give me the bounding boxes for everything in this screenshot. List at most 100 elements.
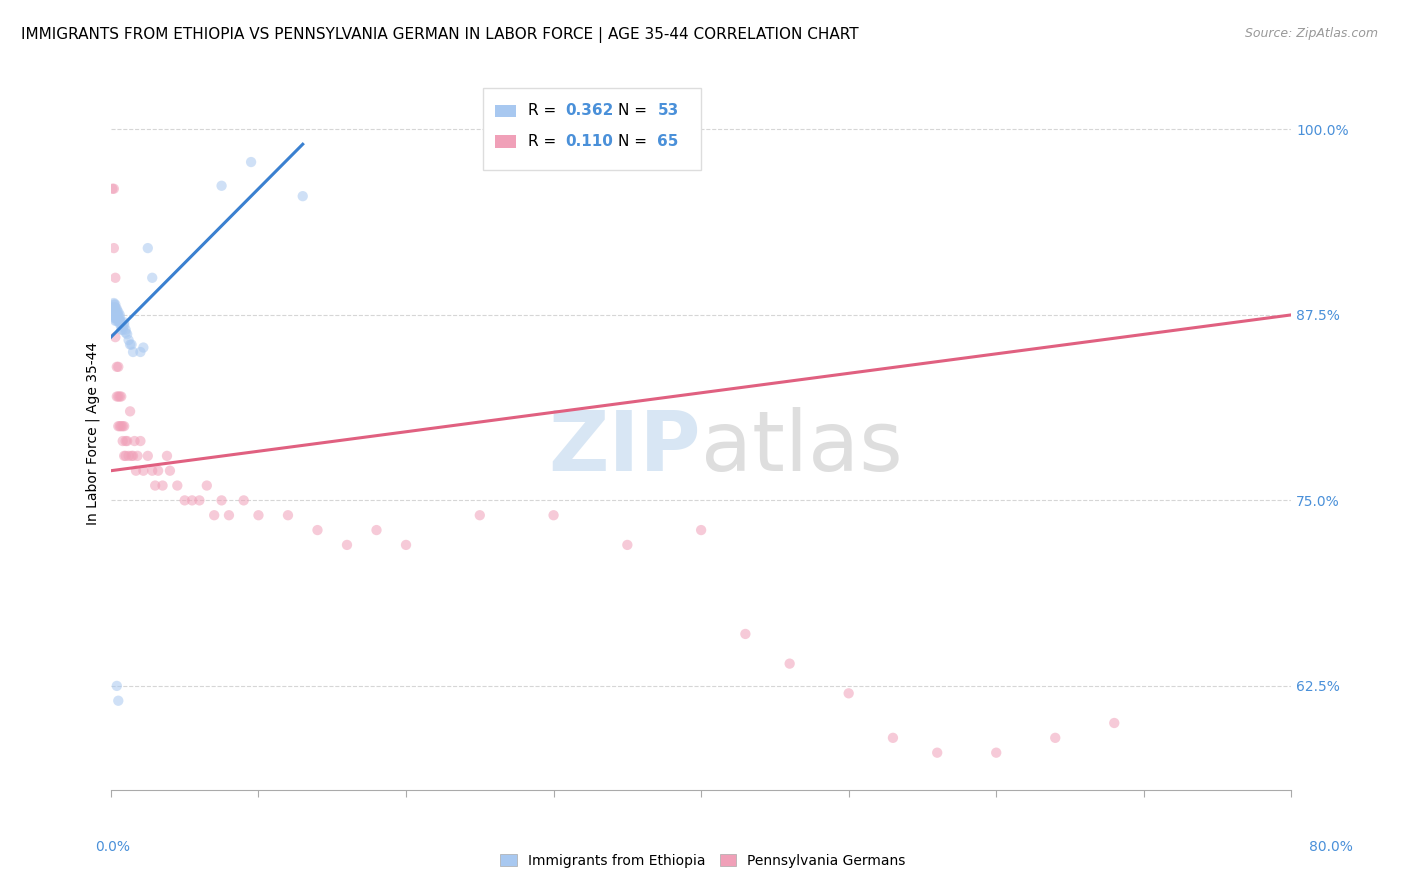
Point bbox=[195, 478, 218, 492]
Point bbox=[104, 301, 127, 315]
Point bbox=[277, 508, 299, 523]
Point bbox=[927, 746, 949, 760]
Text: 0.362: 0.362 bbox=[565, 103, 614, 119]
Point bbox=[105, 359, 128, 374]
Point bbox=[104, 330, 127, 344]
Point bbox=[117, 449, 139, 463]
Point bbox=[110, 419, 132, 434]
Point bbox=[108, 419, 131, 434]
Point bbox=[103, 182, 125, 196]
Point bbox=[124, 434, 146, 448]
Point bbox=[110, 315, 132, 329]
Point bbox=[115, 327, 138, 342]
Point bbox=[734, 627, 756, 641]
Point bbox=[121, 449, 143, 463]
Point bbox=[105, 301, 128, 316]
Point bbox=[188, 493, 211, 508]
Point bbox=[143, 478, 166, 492]
Point bbox=[105, 308, 128, 322]
Point bbox=[104, 310, 127, 325]
FancyBboxPatch shape bbox=[495, 104, 516, 118]
Point bbox=[159, 464, 181, 478]
Point bbox=[104, 297, 127, 311]
Point bbox=[107, 310, 129, 325]
Text: N =: N = bbox=[619, 103, 652, 119]
Point bbox=[129, 345, 152, 359]
Point bbox=[1104, 716, 1126, 731]
Point bbox=[127, 449, 149, 463]
Point bbox=[105, 390, 128, 404]
Point bbox=[103, 297, 125, 311]
Point bbox=[107, 305, 129, 319]
Point bbox=[104, 301, 127, 315]
Point bbox=[120, 337, 142, 351]
Text: R =: R = bbox=[527, 134, 561, 149]
Point bbox=[122, 345, 145, 359]
Point bbox=[104, 308, 127, 322]
Point bbox=[111, 419, 134, 434]
Text: IMMIGRANTS FROM ETHIOPIA VS PENNSYLVANIA GERMAN IN LABOR FORCE | AGE 35-44 CORRE: IMMIGRANTS FROM ETHIOPIA VS PENNSYLVANIA… bbox=[21, 27, 859, 43]
Point bbox=[468, 508, 491, 523]
Point bbox=[117, 333, 139, 347]
Point bbox=[104, 303, 127, 318]
Point bbox=[107, 359, 129, 374]
Point bbox=[108, 317, 131, 331]
Point bbox=[103, 303, 125, 318]
Point bbox=[136, 241, 159, 255]
Point bbox=[107, 390, 129, 404]
Point bbox=[112, 419, 135, 434]
Point bbox=[986, 746, 1008, 760]
Point bbox=[105, 679, 128, 693]
Point bbox=[232, 493, 254, 508]
Point bbox=[110, 390, 132, 404]
Text: 0.110: 0.110 bbox=[565, 134, 613, 149]
Point bbox=[125, 464, 148, 478]
Point bbox=[107, 308, 129, 322]
Point bbox=[115, 434, 138, 448]
Point bbox=[107, 694, 129, 708]
Point bbox=[152, 478, 174, 492]
Point bbox=[103, 310, 125, 325]
Point bbox=[1045, 731, 1067, 745]
Point bbox=[122, 449, 145, 463]
Point bbox=[104, 306, 127, 320]
Point bbox=[105, 305, 128, 319]
Point bbox=[110, 318, 132, 333]
Point bbox=[543, 508, 565, 523]
Point bbox=[107, 314, 129, 328]
Point bbox=[108, 390, 131, 404]
Text: R =: R = bbox=[527, 103, 561, 119]
Point bbox=[211, 493, 233, 508]
Point bbox=[105, 314, 128, 328]
Point bbox=[202, 508, 225, 523]
Point bbox=[108, 310, 131, 325]
Point bbox=[112, 449, 135, 463]
Point bbox=[247, 508, 270, 523]
Point bbox=[101, 182, 124, 196]
Point bbox=[103, 308, 125, 322]
Point bbox=[103, 296, 125, 310]
Point bbox=[111, 434, 134, 448]
Text: atlas: atlas bbox=[702, 408, 903, 488]
Point bbox=[307, 523, 329, 537]
Point bbox=[112, 318, 135, 333]
Point bbox=[103, 301, 125, 315]
Point bbox=[111, 319, 134, 334]
Point bbox=[181, 493, 204, 508]
Y-axis label: In Labor Force | Age 35-44: In Labor Force | Age 35-44 bbox=[86, 342, 100, 525]
Point bbox=[114, 449, 136, 463]
Point bbox=[141, 270, 163, 285]
Point bbox=[366, 523, 388, 537]
FancyBboxPatch shape bbox=[482, 88, 702, 170]
Point bbox=[114, 323, 136, 337]
Point bbox=[101, 303, 124, 318]
Point bbox=[107, 419, 129, 434]
Text: 65: 65 bbox=[658, 134, 679, 149]
FancyBboxPatch shape bbox=[495, 136, 516, 148]
Point bbox=[779, 657, 801, 671]
Legend: Immigrants from Ethiopia, Pennsylvania Germans: Immigrants from Ethiopia, Pennsylvania G… bbox=[496, 849, 910, 871]
Point bbox=[218, 508, 240, 523]
Point bbox=[101, 308, 124, 322]
Point bbox=[156, 449, 179, 463]
Text: 53: 53 bbox=[658, 103, 679, 119]
